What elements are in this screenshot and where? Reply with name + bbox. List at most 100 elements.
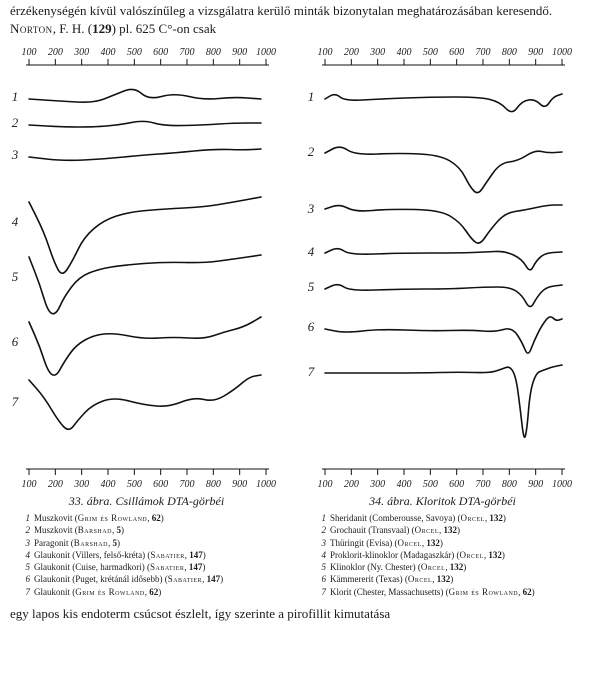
chart-right: 100 200 300 400 500 600 700 800 900 1000 100 200 300… (300, 37, 585, 492)
svg-text:900: 900 (528, 479, 543, 490)
svg-text:800: 800 (502, 479, 517, 490)
svg-text:4: 4 (12, 214, 19, 229)
svg-text:100: 100 (318, 47, 333, 58)
legend-item-num: 7 (22, 587, 30, 598)
svg-text:300: 300 (369, 47, 385, 58)
svg-text:1000: 1000 (256, 479, 276, 490)
svg-text:900: 900 (232, 479, 247, 490)
svg-text:7: 7 (308, 364, 315, 379)
svg-text:400: 400 (397, 47, 412, 58)
page-root: érzékenységén kívül valószínűleg a vizsg… (0, 0, 589, 688)
legend-right: 1 Sheridanit (Comberousse, Savoya) (Orcel… (300, 513, 585, 598)
chart-right-column: 100 200 300 400 500 600 700 800 900 1000 100 200 300… (300, 37, 585, 599)
legend-item-text: Muszkovit (Grim és Rowland, 62) (34, 513, 283, 524)
svg-text:5: 5 (308, 279, 315, 294)
legend-item: 3 Paragonit (Barshad, 5) (22, 538, 283, 549)
legend-item: 5 Glaukonit (Cuise, harmadkori) (Sabatier… (22, 562, 283, 573)
legend-item-text: Glaukonit (Grim és Rowland, 62) (34, 587, 283, 598)
svg-text:7: 7 (12, 394, 19, 409)
svg-text:800: 800 (206, 479, 221, 490)
legend-item-text: Muszkovit (Barshad, 5) (34, 525, 283, 536)
legend-item: 1Muszkovit (Grim és Rowland, 62) (22, 513, 283, 524)
svg-text:400: 400 (397, 479, 412, 490)
legend-item: 7 Klorit (Chester, Massachusetts) (Grim é… (318, 587, 579, 598)
svg-text:400: 400 (101, 47, 116, 58)
legend-left: 1Muszkovit (Grim és Rowland, 62)2 Muszkov… (4, 513, 289, 598)
svg-text:900: 900 (528, 47, 543, 58)
legend-item-num: 4 (22, 550, 30, 561)
svg-text:100: 100 (22, 47, 37, 58)
svg-text:500: 500 (127, 479, 142, 490)
bottom-paragraph-text: egy lapos kis endoterm csúcsot észlelt, … (10, 606, 390, 621)
svg-text:200: 200 (344, 47, 359, 58)
legend-item-text: Paragonit (Barshad, 5) (34, 538, 283, 549)
legend-item-num: 4 (318, 550, 326, 561)
svg-text:300: 300 (369, 479, 385, 490)
legend-item: 5Klinoklor (Ny. Chester) (Orcel, 132) (318, 562, 579, 573)
caption-right-rest: Kloritok DTA-görbéi (416, 494, 516, 508)
svg-text:1000: 1000 (552, 479, 572, 490)
svg-text:700: 700 (180, 47, 195, 58)
svg-text:1: 1 (308, 89, 315, 104)
legend-item-num: 3 (318, 538, 326, 549)
legend-item-text: Proklorit-klinoklor (Madagaszkár) (Orcel… (330, 550, 579, 561)
legend-item-text: Kämmererit (Texas) (Orcel, 132) (330, 574, 579, 585)
legend-item-text: Thüringit (Evisa) (Orcel, 132) (330, 538, 579, 549)
svg-text:600: 600 (449, 47, 464, 58)
legend-item: 3 Thüringit (Evisa) (Orcel, 132) (318, 538, 579, 549)
svg-text:4: 4 (308, 244, 315, 259)
legend-item-num: 2 (318, 525, 326, 536)
svg-text:3: 3 (11, 147, 19, 162)
svg-text:400: 400 (101, 479, 116, 490)
legend-item-num: 5 (22, 562, 30, 573)
svg-text:100: 100 (318, 479, 333, 490)
legend-item-num: 2 (22, 525, 30, 536)
svg-text:700: 700 (476, 47, 491, 58)
svg-text:3: 3 (307, 201, 315, 216)
legend-item-num: 6 (318, 574, 326, 585)
caption-right: 34. ábra. Kloritok DTA-görbéi (300, 494, 585, 509)
legend-item: 1 Sheridanit (Comberousse, Savoya) (Orcel… (318, 513, 579, 524)
svg-text:1000: 1000 (552, 47, 572, 58)
svg-text:200: 200 (48, 47, 63, 58)
legend-item: 2 Muszkovit (Barshad, 5) (22, 525, 283, 536)
legend-item-text: Glaukonit (Villers, felső-kréta) (Sabati… (34, 550, 283, 561)
svg-text:200: 200 (48, 479, 63, 490)
svg-text:6: 6 (12, 334, 19, 349)
legend-item: 7 Glaukonit (Grim és Rowland, 62) (22, 587, 283, 598)
svg-text:800: 800 (206, 47, 221, 58)
svg-text:1000: 1000 (256, 47, 276, 58)
legend-item-num: 1 (318, 513, 326, 524)
svg-text:300: 300 (73, 479, 89, 490)
svg-text:100: 100 (22, 479, 37, 490)
legend-item-num: 7 (318, 587, 326, 598)
legend-item: 4 Proklorit-klinoklor (Madagaszkár) (Orce… (318, 550, 579, 561)
legend-item-text: Sheridanit (Comberousse, Savoya) (Orcel,… (330, 513, 579, 524)
legend-item-text: Glaukonit (Cuise, harmadkori) (Sabatier,… (34, 562, 283, 573)
legend-item: 6 Kämmererit (Texas) (Orcel, 132) (318, 574, 579, 585)
svg-text:1: 1 (12, 89, 19, 104)
legend-item-text: Glaukonit (Puget, krétánál idősebb) (Sab… (34, 574, 283, 585)
svg-text:6: 6 (308, 319, 315, 334)
legend-item: 2Grochauit (Transvaal) (Orcel, 132) (318, 525, 579, 536)
svg-text:200: 200 (344, 479, 359, 490)
legend-item-num: 5 (318, 562, 326, 573)
svg-text:700: 700 (476, 479, 491, 490)
legend-item-num: 3 (22, 538, 30, 549)
bottom-paragraph: egy lapos kis endoterm csúcsot észlelt, … (0, 599, 589, 623)
svg-text:300: 300 (73, 47, 89, 58)
caption-left: 33. ábra. Csillámok DTA-görbéi (4, 494, 289, 509)
svg-text:800: 800 (502, 47, 517, 58)
legend-item-text: Klorit (Chester, Massachusetts) (Grim és… (330, 587, 579, 598)
svg-text:700: 700 (180, 479, 195, 490)
legend-item-num: 6 (22, 574, 30, 585)
caption-left-rest: Csillámok DTA-görbéi (115, 494, 224, 508)
svg-text:2: 2 (12, 115, 19, 130)
chart-left-column: 100 200 300 400 500 600 700 800 900 1000 100 200 300… (4, 37, 289, 599)
svg-text:600: 600 (153, 47, 168, 58)
caption-right-num: 34. ábra. (369, 494, 413, 508)
chart-left: 100 200 300 400 500 600 700 800 900 1000 100 200 300… (4, 37, 289, 492)
legend-item: 6 Glaukonit (Puget, krétánál idősebb) (Sa… (22, 574, 283, 585)
svg-text:500: 500 (423, 47, 438, 58)
svg-text:500: 500 (127, 47, 142, 58)
